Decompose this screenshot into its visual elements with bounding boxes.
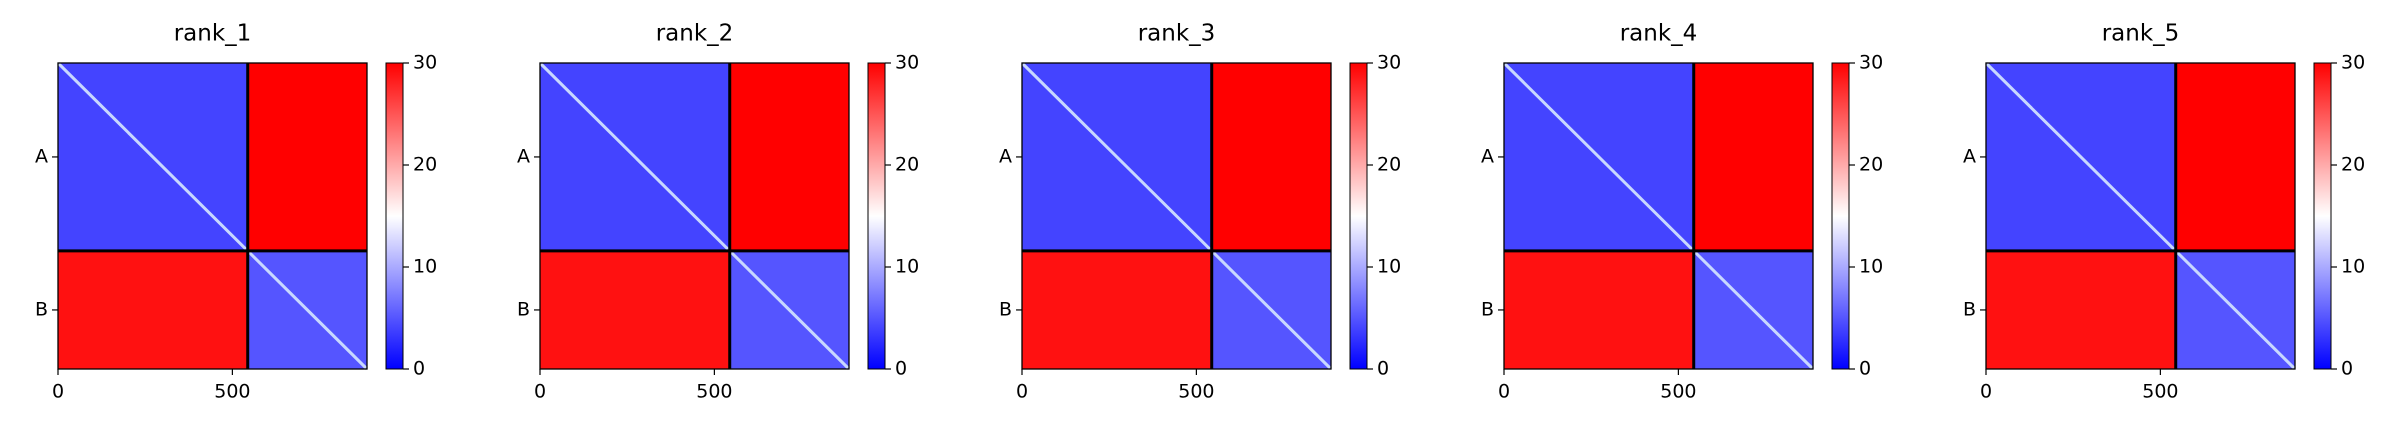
colorbar-tick-label: 0 bbox=[1377, 358, 1389, 380]
y-tick-label: A bbox=[1963, 145, 1976, 167]
colorbar-tick-label: 10 bbox=[413, 256, 437, 278]
x-tick-label: 0 bbox=[52, 381, 64, 403]
colorbar-tick-label: 30 bbox=[895, 52, 919, 74]
y-tick-label: A bbox=[999, 145, 1012, 167]
colorbar-tick-label: 10 bbox=[895, 256, 919, 278]
y-tick-label: B bbox=[999, 298, 1012, 320]
x-tick-label: 0 bbox=[1498, 381, 1510, 403]
heatmap-cell bbox=[540, 250, 730, 369]
colorbar-tick-label: 20 bbox=[1859, 154, 1883, 176]
colorbar bbox=[1349, 62, 1368, 370]
heatmap-cell bbox=[2175, 63, 2295, 251]
x-tick-label: 500 bbox=[2142, 381, 2178, 403]
diagonal bbox=[538, 61, 731, 252]
colorbar-tick-label: 0 bbox=[2341, 358, 2353, 380]
colorbar-tick-label: 30 bbox=[413, 52, 437, 74]
colorbar-tick-label: 10 bbox=[1859, 256, 1883, 278]
y-tick-label: B bbox=[517, 298, 530, 320]
axes-frame bbox=[1503, 62, 1814, 370]
x-tick-label: 500 bbox=[1178, 381, 1214, 403]
heatmap-cell bbox=[729, 63, 849, 251]
y-tick-label: B bbox=[1963, 298, 1976, 320]
y-tick-label: A bbox=[1481, 145, 1494, 167]
axes-frame bbox=[1021, 62, 1332, 370]
diagonal bbox=[2174, 249, 2297, 371]
x-tick-label: 0 bbox=[1980, 381, 1992, 403]
x-tick-label: 500 bbox=[696, 381, 732, 403]
colorbar bbox=[385, 62, 404, 370]
diagonal bbox=[56, 61, 249, 252]
colorbar bbox=[1831, 62, 1850, 370]
diagonal bbox=[1210, 249, 1333, 371]
diagonal bbox=[1984, 61, 2177, 252]
heatmap-cell bbox=[247, 63, 367, 251]
colorbar-tick-label: 0 bbox=[1859, 358, 1871, 380]
colorbar-tick-label: 10 bbox=[1377, 256, 1401, 278]
colorbar-tick-label: 20 bbox=[1377, 154, 1401, 176]
colorbar-tick-label: 30 bbox=[1377, 52, 1401, 74]
panel-title: rank_5 bbox=[2102, 21, 2180, 47]
colorbar-tick-label: 20 bbox=[2341, 154, 2365, 176]
heatmap-cell bbox=[1504, 250, 1694, 369]
colorbar-tick-label: 20 bbox=[413, 154, 437, 176]
colorbar-tick-label: 0 bbox=[413, 358, 425, 380]
colorbar-tick-label: 0 bbox=[895, 358, 907, 380]
colorbar-tick-label: 30 bbox=[2341, 52, 2365, 74]
y-tick-label: A bbox=[517, 145, 530, 167]
colorbar-tick-label: 10 bbox=[2341, 256, 2365, 278]
heatmap-cell bbox=[58, 250, 248, 369]
diagonal bbox=[1020, 61, 1213, 252]
colorbar bbox=[2313, 62, 2332, 370]
diagonal bbox=[728, 249, 851, 371]
diagonal bbox=[1692, 249, 1815, 371]
axes-frame bbox=[539, 62, 850, 370]
diagonal bbox=[1502, 61, 1695, 252]
heatmap-cell bbox=[1211, 63, 1331, 251]
diagonal bbox=[246, 249, 369, 371]
heatmap-cell bbox=[1986, 250, 2176, 369]
panel-title: rank_1 bbox=[174, 21, 252, 47]
y-tick-label: A bbox=[35, 145, 48, 167]
axes-frame bbox=[1985, 62, 2296, 370]
x-tick-label: 500 bbox=[214, 381, 250, 403]
heatmap-cell bbox=[1022, 250, 1212, 369]
axes-frame bbox=[57, 62, 368, 370]
x-tick-label: 0 bbox=[1016, 381, 1028, 403]
panel-title: rank_2 bbox=[656, 21, 734, 47]
heatmap-cell bbox=[1693, 63, 1813, 251]
colorbar bbox=[867, 62, 886, 370]
y-tick-label: B bbox=[1481, 298, 1494, 320]
y-tick-label: B bbox=[35, 298, 48, 320]
panel-title: rank_3 bbox=[1138, 21, 1216, 47]
panel-title: rank_4 bbox=[1620, 21, 1698, 47]
x-tick-label: 0 bbox=[534, 381, 546, 403]
x-tick-label: 500 bbox=[1660, 381, 1696, 403]
colorbar-tick-label: 20 bbox=[895, 154, 919, 176]
colorbar-tick-label: 30 bbox=[1859, 52, 1883, 74]
